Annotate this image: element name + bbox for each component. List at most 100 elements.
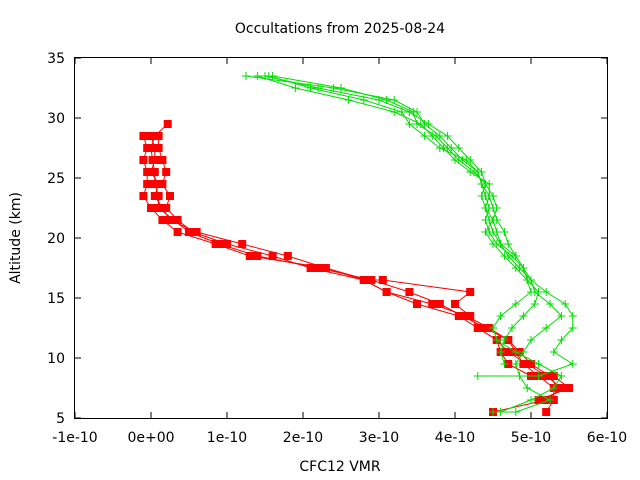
data-point — [527, 396, 535, 404]
y-tick-label: 35 — [47, 51, 65, 67]
data-point — [496, 240, 505, 248]
data-point — [466, 312, 475, 320]
data-point — [519, 348, 528, 356]
data-point — [162, 168, 171, 176]
data-point — [321, 264, 330, 272]
data-point — [511, 300, 520, 308]
data-point — [549, 384, 558, 392]
data-point — [557, 312, 566, 320]
data-point — [500, 228, 509, 236]
data-point — [511, 264, 520, 272]
data-point — [147, 168, 155, 176]
series-line — [257, 75, 563, 413]
data-point — [489, 240, 497, 248]
data-point — [147, 204, 155, 212]
data-point — [192, 228, 201, 236]
data-point — [154, 132, 163, 140]
data-point — [454, 144, 463, 152]
data-point — [527, 336, 535, 344]
data-point — [519, 264, 528, 272]
data-point — [264, 72, 273, 80]
series-line — [158, 136, 559, 389]
data-point — [485, 192, 494, 200]
x-tick-label: 1e-10 — [207, 430, 247, 446]
y-axis: 5 10 15 20 25 30 35 — [47, 51, 607, 427]
data-point — [154, 180, 163, 188]
data-point — [496, 312, 505, 320]
data-point — [489, 408, 497, 416]
data-point — [435, 300, 444, 308]
data-point — [519, 312, 528, 320]
data-point — [363, 276, 372, 284]
data-point — [143, 180, 152, 188]
data-point — [397, 108, 406, 116]
data-point — [238, 240, 247, 248]
series-line — [268, 75, 517, 257]
x-tick-label: 0e+00 — [127, 430, 174, 446]
data-point — [291, 84, 300, 92]
data-point — [489, 228, 497, 236]
data-point — [359, 96, 368, 104]
data-point — [549, 348, 558, 356]
y-tick-label: 20 — [47, 231, 65, 247]
data-point — [378, 276, 387, 284]
data-point — [534, 372, 543, 380]
data-point — [462, 156, 471, 164]
data-point — [223, 240, 231, 248]
data-point — [409, 108, 418, 116]
data-point — [150, 192, 159, 200]
data-point — [150, 144, 159, 152]
data-point — [405, 120, 414, 128]
data-point — [511, 408, 520, 416]
data-point — [534, 288, 543, 296]
data-point — [511, 360, 520, 368]
plot-area — [139, 72, 577, 416]
data-point — [242, 72, 250, 80]
data-point — [466, 288, 475, 296]
data-point — [158, 204, 167, 212]
data-point — [473, 168, 482, 176]
data-point — [245, 252, 254, 260]
x-tick-label: 3e-10 — [359, 430, 399, 446]
data-point — [166, 216, 174, 224]
y-tick-label: 30 — [47, 111, 65, 127]
data-point — [139, 132, 148, 140]
x-tick-label: 6e-10 — [587, 430, 627, 446]
y-tick-label: 10 — [47, 351, 65, 367]
data-point — [534, 396, 543, 404]
data-point — [546, 300, 554, 308]
data-point — [473, 324, 482, 332]
data-point — [546, 396, 554, 404]
data-point — [534, 360, 543, 368]
data-point — [508, 324, 516, 332]
series-7 — [268, 72, 543, 368]
data-point — [523, 384, 532, 392]
data-point — [382, 96, 391, 104]
data-point — [504, 348, 513, 356]
data-point — [504, 240, 513, 248]
data-point — [496, 348, 505, 356]
data-point — [549, 372, 558, 380]
data-point — [492, 336, 501, 344]
data-point — [515, 372, 524, 380]
data-point — [511, 348, 520, 356]
data-point — [542, 288, 551, 296]
data-point — [382, 288, 391, 296]
data-point — [424, 120, 433, 128]
data-point — [485, 216, 494, 224]
series-0 — [147, 120, 558, 416]
y-axis-label: Altitude (km) — [8, 192, 24, 284]
data-point — [500, 252, 509, 260]
series-line — [150, 123, 555, 413]
data-point — [500, 360, 509, 368]
data-point — [477, 180, 486, 188]
data-point — [435, 144, 444, 152]
data-point — [557, 372, 566, 380]
data-point — [158, 156, 167, 164]
data-point — [443, 144, 452, 152]
data-point — [163, 120, 172, 128]
series-line — [142, 135, 563, 413]
data-point — [451, 300, 459, 308]
data-point — [530, 300, 539, 308]
data-point — [542, 408, 551, 416]
